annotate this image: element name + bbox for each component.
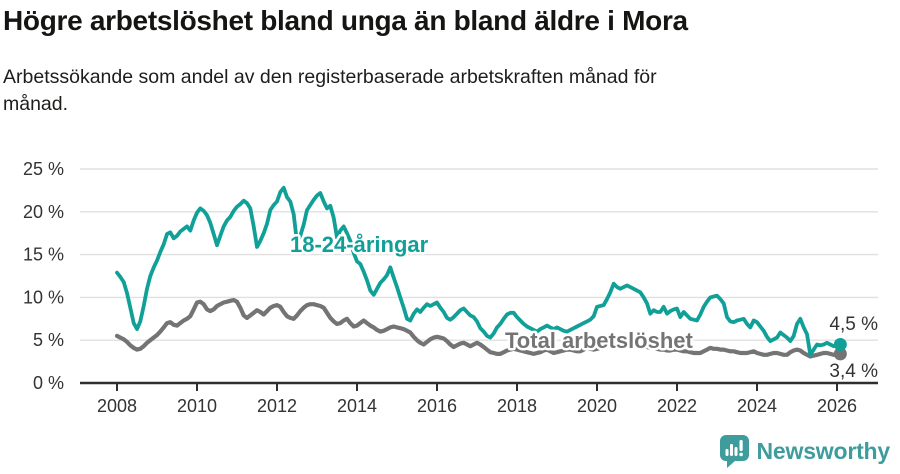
y-tick-label: 0 % [33,373,64,393]
x-tick-label: 2016 [417,396,457,416]
x-tick-label: 2014 [337,396,377,416]
logo-bar-3 [734,447,738,456]
brand-name: Newsworthy [756,437,891,464]
y-tick-label: 5 % [33,330,64,350]
logo-bar-1 [725,449,729,456]
x-tick-label: 2020 [577,396,617,416]
newsworthy-logo-icon [719,435,749,468]
y-tick-label: 10 % [23,287,64,307]
brand-footer: Newsworthy [719,434,890,468]
logo-exclamation-dot [738,452,743,457]
x-tick-label: 2024 [737,396,777,416]
x-tick-label: 2012 [257,396,297,416]
x-tick-label: 2026 [817,396,857,416]
x-tick-label: 2022 [657,396,697,416]
x-tick-label: 2010 [177,396,217,416]
series-end-value-youth: 4,5 % [829,314,878,335]
series-label-total: Total arbetslöshet [505,328,694,353]
chart-title: Högre arbetslöshet bland unga än bland ä… [3,5,688,36]
logo-bar-2 [729,444,733,456]
y-tick-label: 15 % [23,245,64,265]
series-end-dot-youth [833,337,847,351]
series-line-total [114,297,843,359]
logo-exclamation-stem [739,440,743,451]
y-tick-label: 25 % [23,159,64,179]
chart-subtitle: Arbetssökande som andel av den registerb… [3,64,833,118]
x-tick-label: 2008 [97,396,137,416]
chart-subtitle-line2: månad. [3,93,69,115]
series-end-dot-total [833,347,847,361]
y-tick-label: 20 % [23,202,64,222]
series-end-value-total: 3,4 % [829,361,878,382]
x-tick-label: 2018 [497,396,537,416]
chart-subtitle-line1: Arbetssökande som andel av den registerb… [3,66,657,88]
series-line-youth [115,185,843,357]
series-label-youth: 18-24-åringar [290,232,429,257]
